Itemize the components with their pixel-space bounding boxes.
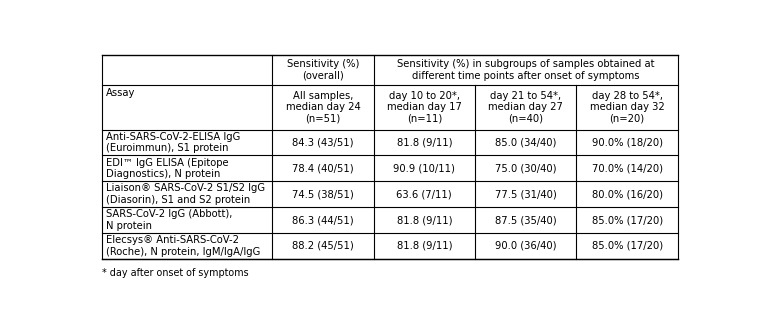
- Text: 81.8 (9/11): 81.8 (9/11): [396, 215, 452, 225]
- Text: 90.0 (36/40): 90.0 (36/40): [495, 241, 556, 251]
- Text: Sensitivity (%)
(overall): Sensitivity (%) (overall): [287, 59, 359, 81]
- Text: 90.0% (18/20): 90.0% (18/20): [591, 138, 663, 148]
- Text: day 10 to 20*,
median day 17
(n=11): day 10 to 20*, median day 17 (n=11): [387, 91, 462, 124]
- Text: * day after onset of symptoms: * day after onset of symptoms: [102, 267, 249, 277]
- Text: 75.0 (30/40): 75.0 (30/40): [495, 163, 556, 173]
- Text: 85.0% (17/20): 85.0% (17/20): [591, 215, 663, 225]
- Text: 86.3 (44/51): 86.3 (44/51): [292, 215, 354, 225]
- Text: Sensitivity (%) in subgroups of samples obtained at
different time points after : Sensitivity (%) in subgroups of samples …: [397, 59, 654, 81]
- Text: 81.8 (9/11): 81.8 (9/11): [396, 138, 452, 148]
- Text: 81.8 (9/11): 81.8 (9/11): [396, 241, 452, 251]
- Text: day 21 to 54*,
median day 27
(n=40): day 21 to 54*, median day 27 (n=40): [489, 91, 563, 124]
- Text: 80.0% (16/20): 80.0% (16/20): [591, 189, 663, 199]
- Text: Anti-SARS-CoV-2-ELISA IgG
(Euroimmun), S1 protein: Anti-SARS-CoV-2-ELISA IgG (Euroimmun), S…: [107, 132, 240, 153]
- Text: SARS-CoV-2 IgG (Abbott),
N protein: SARS-CoV-2 IgG (Abbott), N protein: [107, 209, 233, 231]
- Text: 85.0 (34/40): 85.0 (34/40): [495, 138, 556, 148]
- Text: 77.5 (31/40): 77.5 (31/40): [495, 189, 556, 199]
- Text: All samples,
median day 24
(n=51): All samples, median day 24 (n=51): [285, 91, 360, 124]
- Text: EDI™ IgG ELISA (Epitope
Diagnostics), N protein: EDI™ IgG ELISA (Epitope Diagnostics), N …: [107, 158, 229, 179]
- Text: 70.0% (14/20): 70.0% (14/20): [591, 163, 663, 173]
- Text: 84.3 (43/51): 84.3 (43/51): [292, 138, 354, 148]
- Text: Elecsys® Anti-SARS-CoV-2
(Roche), N protein, IgM/IgA/IgG: Elecsys® Anti-SARS-CoV-2 (Roche), N prot…: [107, 235, 261, 257]
- Text: 88.2 (45/51): 88.2 (45/51): [292, 241, 354, 251]
- Text: day 28 to 54*,
median day 32
(n=20): day 28 to 54*, median day 32 (n=20): [590, 91, 664, 124]
- Text: 63.6 (7/11): 63.6 (7/11): [396, 189, 452, 199]
- Text: Liaison® SARS-CoV-2 S1/S2 IgG
(Diasorin), S1 and S2 protein: Liaison® SARS-CoV-2 S1/S2 IgG (Diasorin)…: [107, 183, 266, 205]
- Text: 74.5 (38/51): 74.5 (38/51): [292, 189, 354, 199]
- Text: 85.0% (17/20): 85.0% (17/20): [591, 241, 663, 251]
- Text: 87.5 (35/40): 87.5 (35/40): [495, 215, 556, 225]
- Text: 90.9 (10/11): 90.9 (10/11): [393, 163, 455, 173]
- Text: 78.4 (40/51): 78.4 (40/51): [292, 163, 354, 173]
- Text: Assay: Assay: [107, 88, 135, 98]
